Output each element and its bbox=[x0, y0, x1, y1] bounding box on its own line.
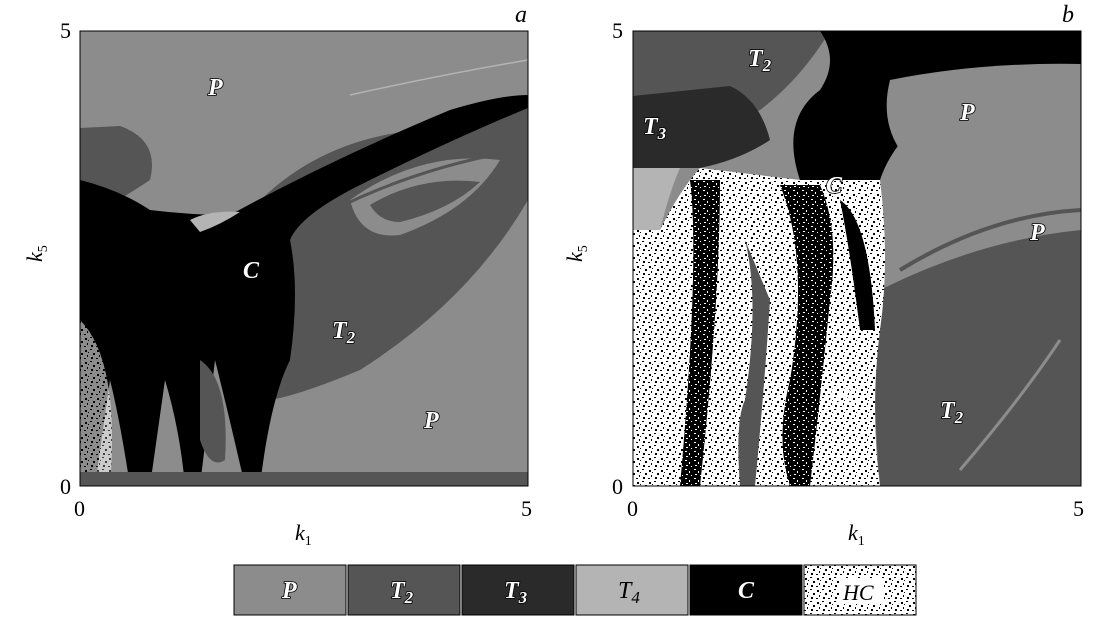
legend-swatch-p bbox=[233, 564, 347, 616]
legend-swatch-t3 bbox=[461, 564, 575, 616]
region-p-upper bbox=[886, 63, 1081, 150]
region-c-fan bbox=[80, 95, 528, 486]
panel-b-letter: b bbox=[1062, 2, 1074, 28]
region-t2-bottom bbox=[80, 472, 528, 486]
panel-b-y-tick-min: 0 bbox=[612, 474, 623, 499]
region-t4 bbox=[633, 168, 680, 230]
stripe-1 bbox=[898, 208, 1081, 272]
panel-a-x-tick-min: 0 bbox=[74, 496, 85, 521]
panel-a-label-t2: T2 bbox=[332, 318, 356, 347]
region-t2-swirl bbox=[370, 180, 480, 222]
panel-a-y-label: k5 bbox=[22, 245, 51, 262]
panel-a-x-tick-max: 5 bbox=[521, 496, 532, 521]
panel-a-label-c: C bbox=[243, 258, 260, 284]
panel-a-y-tick-max: 5 bbox=[60, 18, 71, 43]
panel-b-x-tick-min: 0 bbox=[627, 496, 638, 521]
legend-label-t4: T4 bbox=[618, 578, 640, 607]
legend-swatch-t4 bbox=[575, 564, 689, 616]
panel-b-label-t2-bottom: T2 bbox=[940, 398, 964, 427]
region-c-speckle bbox=[80, 320, 112, 486]
panel-b-frame bbox=[632, 30, 1082, 487]
legend-swatch-c bbox=[689, 564, 803, 616]
panel-a-y-tick-min: 0 bbox=[60, 474, 71, 499]
stripe-1 bbox=[299, 148, 521, 230]
legend-item-t4: T4 bbox=[575, 564, 689, 616]
region-t4-crescent bbox=[190, 211, 240, 232]
panel-b-label-hc: HC bbox=[827, 383, 859, 408]
legend-item-p: P bbox=[233, 564, 347, 616]
panel-b-label-t2-top: T2 bbox=[748, 46, 772, 75]
legend: P T2 T3 T4 C HC bbox=[233, 564, 917, 616]
panel-a-label-p-bottom: P bbox=[423, 408, 439, 434]
region-t2-inner bbox=[738, 240, 770, 486]
legend-swatch-hc-clear bbox=[840, 578, 884, 604]
region-t2-bottom bbox=[875, 230, 1081, 486]
legend-swatch-t2 bbox=[347, 564, 461, 616]
panel-b-y-tick-max: 5 bbox=[612, 18, 623, 43]
stripe-2 bbox=[958, 339, 1062, 471]
legend-label-t2: T2 bbox=[390, 578, 414, 607]
legend-item-t3: T3 bbox=[461, 564, 575, 616]
panel-b-x-label: k1 bbox=[848, 520, 865, 549]
legend-label-hc: HC bbox=[842, 580, 874, 605]
panel-b-x-tick-max: 5 bbox=[1073, 496, 1084, 521]
region-c-streak-3 bbox=[840, 200, 875, 330]
legend-swatch-hc bbox=[803, 564, 917, 616]
panel-a-frame bbox=[79, 30, 529, 487]
region-c-streak-1 bbox=[680, 180, 720, 486]
panel-a-label-p-top: P bbox=[207, 75, 223, 101]
panel-b-label-p-right: P bbox=[1029, 220, 1045, 246]
panel-a: a 5 0 0 5 k1 k5 P C T2 P bbox=[22, 2, 532, 549]
panel-b-label-p-top: P bbox=[959, 100, 975, 126]
panel-b-label-c: C bbox=[826, 173, 843, 199]
panel-b-y-label: k5 bbox=[562, 245, 591, 262]
stripe-2 bbox=[349, 59, 528, 96]
panel-b-map bbox=[633, 31, 1081, 486]
panel-b-label-t3: T3 bbox=[643, 114, 667, 143]
region-t3 bbox=[633, 86, 770, 168]
legend-label-p: P bbox=[281, 578, 297, 604]
region-t2-inner bbox=[200, 360, 226, 463]
region-c-streak-2 bbox=[780, 185, 834, 486]
panel-a-letter: a bbox=[515, 2, 527, 28]
legend-label-c: C bbox=[738, 578, 755, 604]
legend-label-t3: T3 bbox=[504, 578, 528, 607]
legend-item-c: C bbox=[689, 564, 803, 616]
legend-item-t2: T2 bbox=[347, 564, 461, 616]
panel-a-x-label: k1 bbox=[295, 520, 312, 549]
legend-item-hc: HC bbox=[803, 564, 917, 616]
panel-b: b 5 0 0 5 k1 k5 T2 P T3 C P HC T2 bbox=[562, 2, 1084, 549]
panel-a-map bbox=[80, 31, 528, 486]
